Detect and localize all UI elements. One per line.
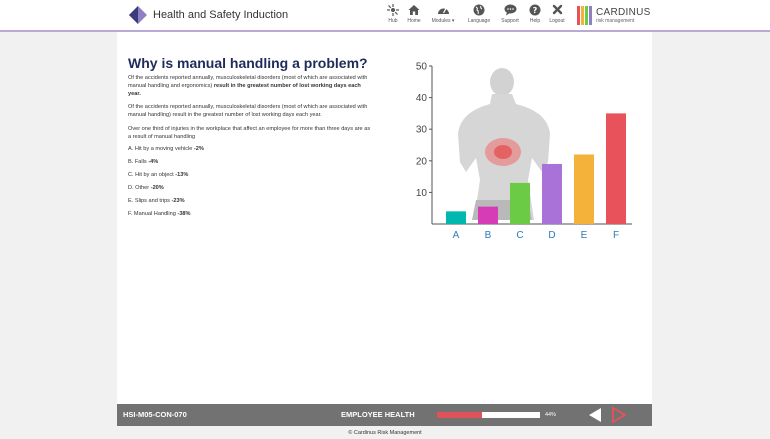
screen-code: HSI-M05-CON-070 (123, 410, 187, 419)
top-bar: Health and Safety Induction Hub Home Mod… (0, 0, 770, 32)
x-tick-label: B (485, 230, 492, 241)
back-pain-figure-image (458, 68, 550, 220)
help-icon: ? (529, 4, 541, 15)
progress-fill (437, 412, 483, 418)
chevron-down-icon: ▾ (451, 18, 455, 24)
progress-bar (437, 412, 540, 418)
brand-tagline: risk management (596, 18, 635, 24)
page-title: Why is manual handling a problem? (128, 55, 368, 71)
nav-help-label: Help (529, 18, 541, 24)
section-title: EMPLOYEE HEALTH (341, 410, 415, 419)
progress-percent: 44% (545, 412, 557, 418)
hub-icon (387, 3, 399, 16)
bar-d (542, 163, 562, 224)
nav-language-label: Language (467, 18, 491, 24)
next-arrow-icon (612, 407, 627, 423)
back-button[interactable] (587, 407, 603, 423)
bar-b (478, 206, 498, 224)
home-icon (408, 4, 420, 15)
bar-f (606, 113, 626, 224)
globe-icon (473, 4, 485, 15)
content-panel (117, 32, 652, 404)
bar-a (446, 211, 466, 224)
bar-c (510, 182, 530, 224)
footer-bar: HSI-M05-CON-070 EMPLOYEE HEALTH 44% (117, 404, 652, 426)
list-item: B. Falls -4% (128, 159, 159, 165)
nav-language[interactable]: Language (465, 3, 493, 29)
x-tick-label: C (516, 230, 523, 241)
nav-help[interactable]: ? Help (527, 3, 543, 29)
injury-bar-chart: 10 20 30 40 50 A B C D E F (416, 62, 632, 241)
nav-logout[interactable]: Logout (547, 3, 567, 29)
x-tick-label: F (613, 230, 619, 241)
back-arrow-icon (589, 408, 601, 422)
injury-list: A. Hit by a moving vehicle -2% B. Falls … (128, 146, 204, 224)
list-item: F. Manual Handling -38% (128, 211, 191, 217)
nav-hub-label: Hub (388, 18, 398, 24)
list-item: C. Hit by an object -13% (128, 172, 189, 178)
second-paragraph: Of the accidents reported annually, musc… (128, 104, 368, 118)
nav-hub[interactable]: Hub (385, 3, 401, 29)
nav-support[interactable]: Support (498, 3, 522, 29)
chat-icon (504, 4, 516, 15)
x-tick-label: A (453, 230, 460, 241)
copyright-text: © Cardinus Risk Management (348, 430, 422, 436)
svg-text:?: ? (533, 6, 538, 15)
course-logo-icon (129, 6, 147, 24)
list-item: E. Slips and trips -23% (128, 198, 185, 204)
y-tick-label: 40 (416, 93, 428, 104)
intro-paragraph: Of the accidents reported annually, musc… (128, 75, 368, 97)
next-button[interactable] (611, 407, 627, 423)
nav-modules-label: Modules ▾ (431, 18, 455, 24)
nav-modules[interactable]: Modules ▾ (428, 3, 458, 29)
nav-support-label: Support (501, 18, 519, 24)
brand-name: CARDINUS (596, 7, 651, 18)
list-item: A. Hit by a moving vehicle -2% (128, 146, 204, 152)
app-title: Health and Safety Induction (153, 9, 289, 21)
modules-icon (437, 7, 449, 14)
y-tick-label: 10 (416, 188, 428, 199)
nav-home-label: Home (407, 18, 421, 24)
chart-ticks: 10 20 30 40 50 A B C D E F (416, 62, 619, 241)
y-tick-label: 50 (416, 62, 428, 73)
y-tick-label: 30 (416, 125, 428, 136)
third-paragraph: Over one third of injuries in the workpl… (128, 126, 371, 140)
list-item: D. Other -20% (128, 185, 164, 191)
bar-e (574, 154, 594, 224)
nav-logout-label: Logout (549, 18, 565, 24)
chart-bars (446, 113, 626, 224)
x-tick-label: E (581, 230, 588, 241)
nav-home[interactable]: Home (405, 3, 423, 29)
close-icon (552, 4, 562, 15)
x-tick-label: D (548, 230, 555, 241)
brand-bars-icon (577, 6, 592, 25)
y-tick-label: 20 (416, 156, 428, 167)
